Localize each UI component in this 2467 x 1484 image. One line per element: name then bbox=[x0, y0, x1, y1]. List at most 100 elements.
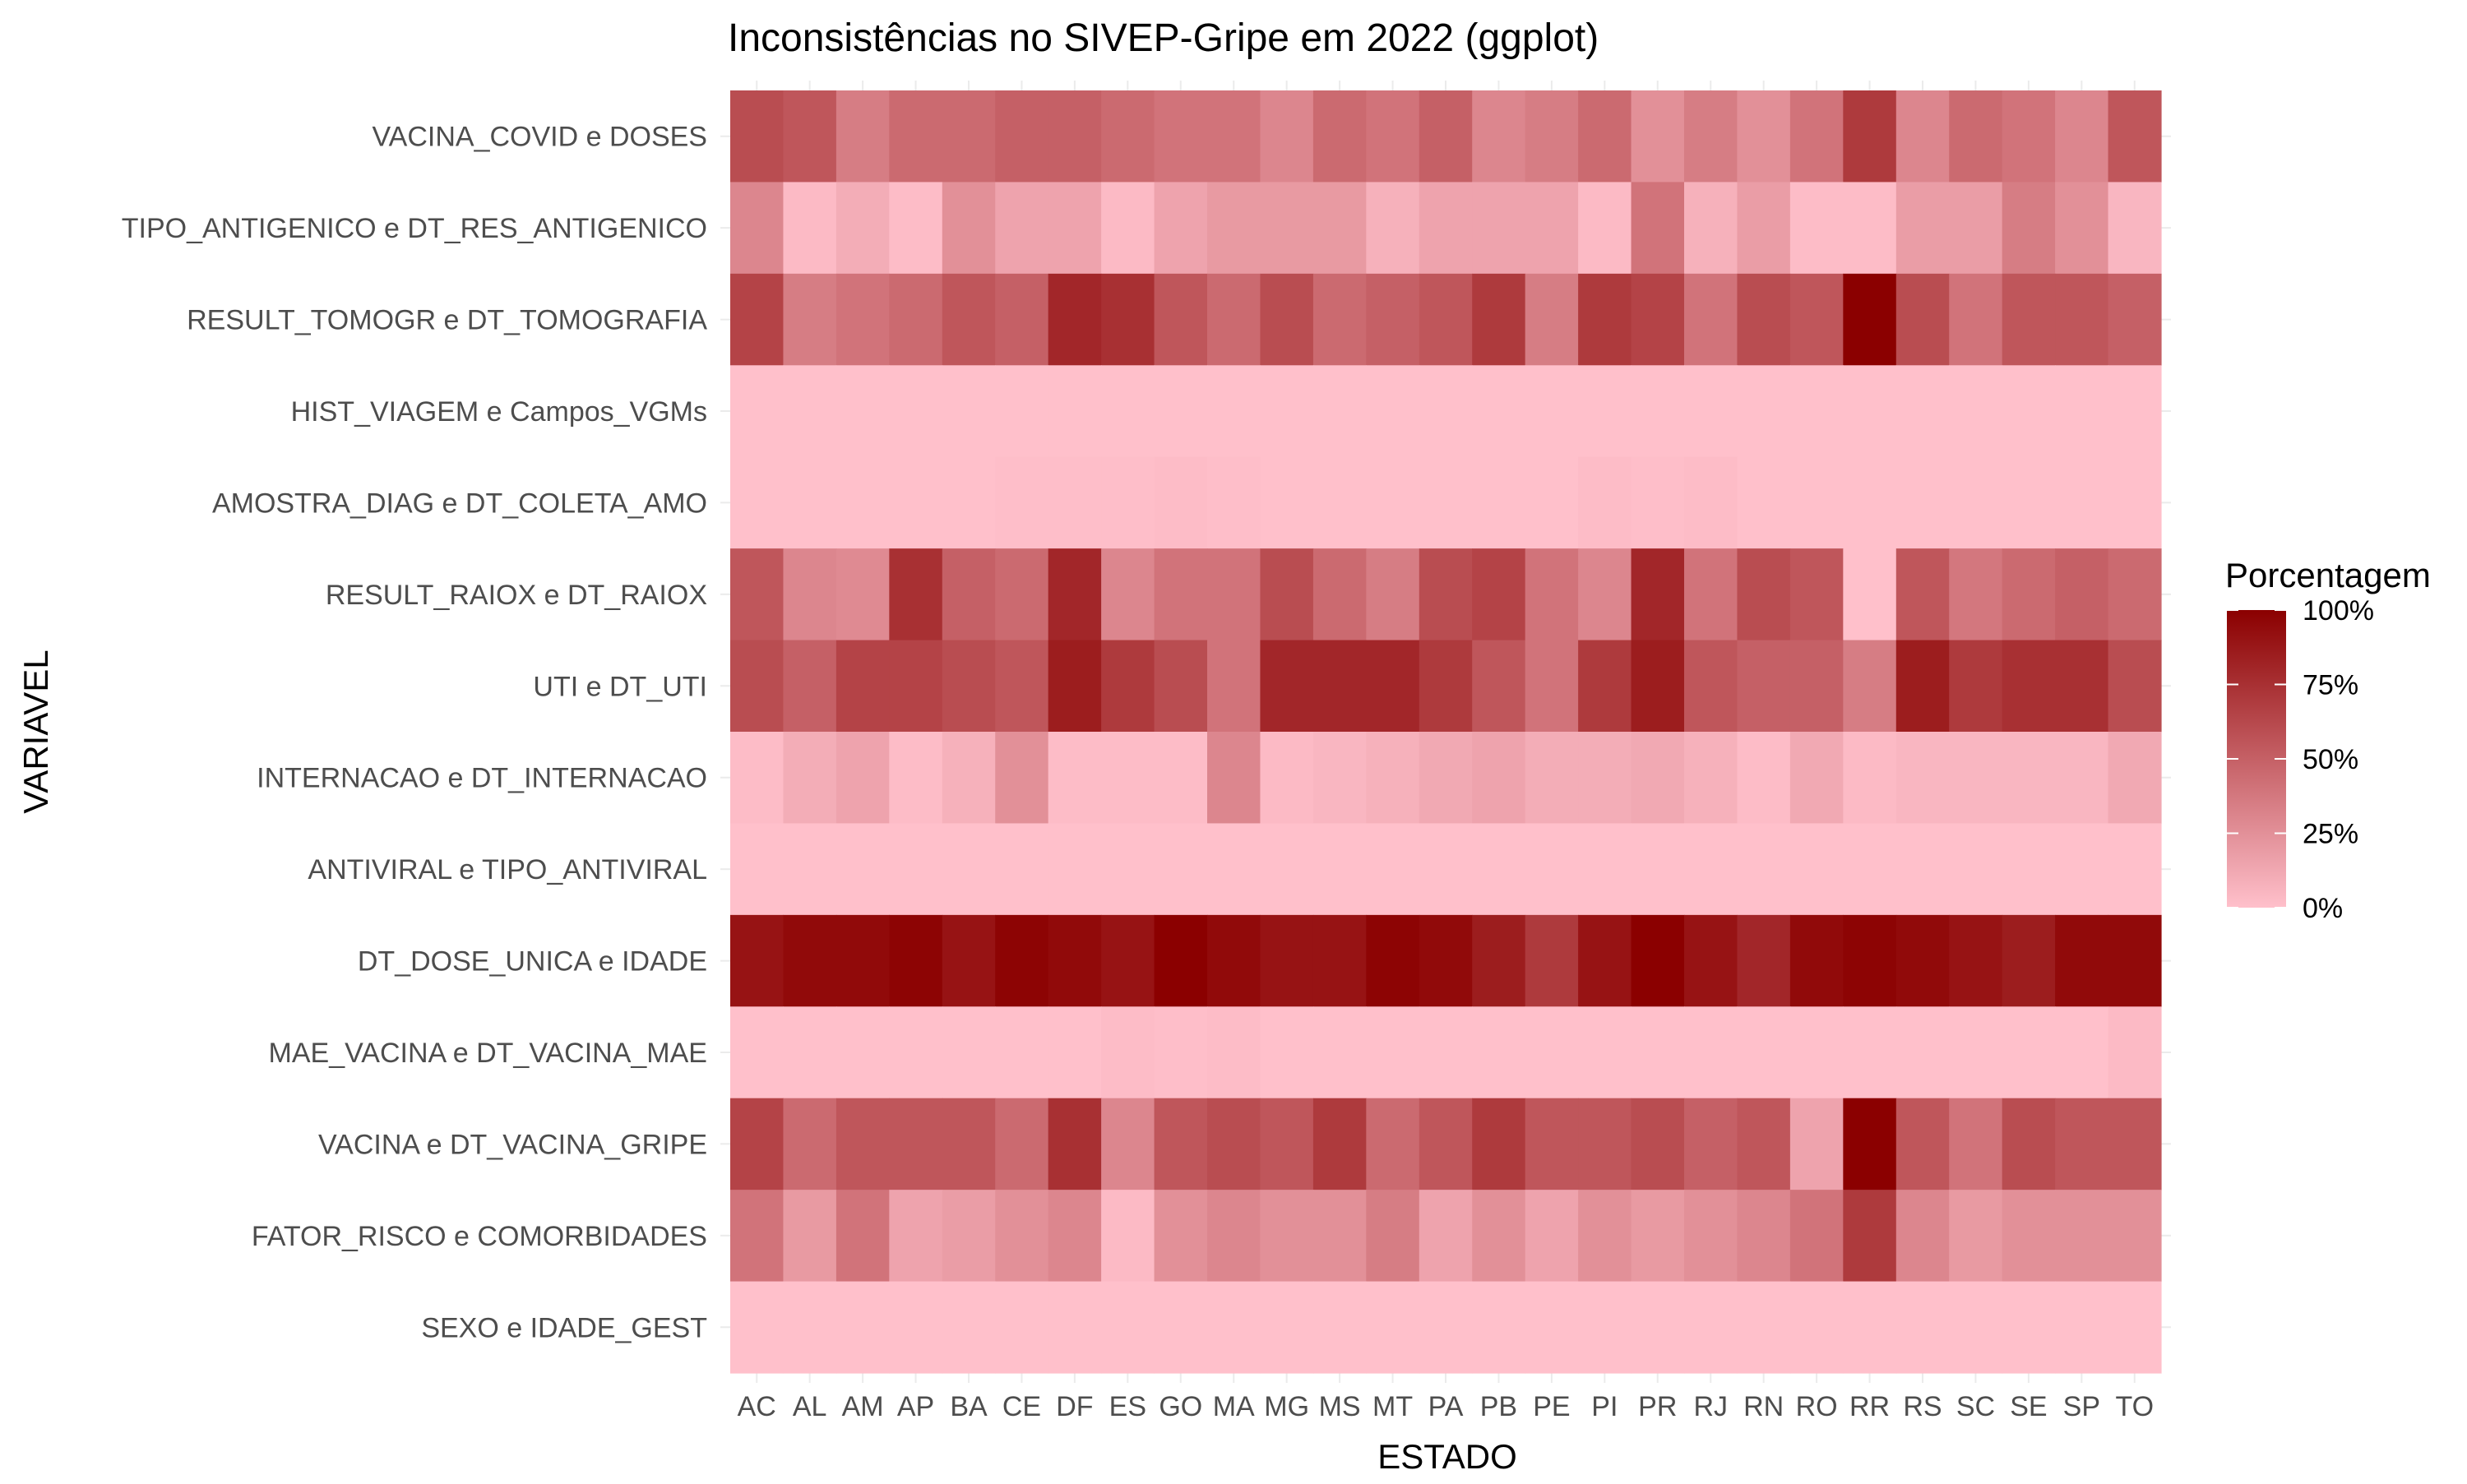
heatmap-cell bbox=[1895, 1281, 1950, 1374]
heatmap-cell bbox=[1525, 914, 1579, 1007]
heatmap-cell bbox=[1843, 732, 1897, 825]
heatmap-cell bbox=[783, 1006, 837, 1099]
heatmap-cell bbox=[1472, 365, 1526, 458]
legend-label: 25% bbox=[2303, 819, 2358, 850]
heatmap-cell bbox=[995, 1281, 1049, 1374]
heatmap-cell bbox=[942, 640, 996, 733]
heatmap-cell bbox=[1154, 548, 1208, 641]
heatmap-cell bbox=[783, 1281, 837, 1374]
heatmap-cell bbox=[2002, 548, 2056, 641]
heatmap-cell bbox=[2055, 90, 2109, 183]
heatmap-cell bbox=[783, 365, 837, 458]
heatmap-cell bbox=[1207, 90, 1261, 183]
heatmap-cell bbox=[1472, 640, 1526, 733]
y-tick-label: TIPO_ANTIGENICO e DT_RES_ANTIGENICO bbox=[122, 213, 707, 244]
heatmap-cell bbox=[1472, 823, 1526, 916]
heatmap-cell bbox=[1631, 823, 1685, 916]
x-tick-label: CE bbox=[1002, 1391, 1041, 1422]
heatmap-cell bbox=[1631, 182, 1685, 275]
heatmap-cell bbox=[995, 90, 1049, 183]
heatmap-cell bbox=[1419, 456, 1473, 549]
heatmap-cell bbox=[1631, 548, 1685, 641]
heatmap-cell bbox=[1260, 456, 1314, 549]
x-tick-label: AL bbox=[793, 1391, 827, 1422]
heatmap-cell bbox=[2108, 823, 2162, 916]
heatmap-cell bbox=[1789, 1098, 1844, 1190]
heatmap-cell bbox=[2055, 914, 2109, 1007]
heatmap-cell bbox=[1207, 640, 1261, 733]
heatmap-cell bbox=[1101, 732, 1155, 825]
heatmap-cell bbox=[783, 914, 837, 1007]
heatmap-cell bbox=[1260, 90, 1314, 183]
x-tick-label: ES bbox=[1109, 1391, 1146, 1422]
heatmap-cell bbox=[1578, 732, 1632, 825]
heatmap-cell bbox=[1048, 456, 1102, 549]
heatmap-cell bbox=[1789, 456, 1844, 549]
heatmap-cell bbox=[1419, 273, 1473, 366]
heatmap-cell bbox=[1154, 640, 1208, 733]
heatmap-cell bbox=[730, 732, 785, 825]
heatmap-cell bbox=[2002, 914, 2056, 1007]
heatmap-cell bbox=[1366, 1006, 1420, 1099]
heatmap-cell bbox=[1578, 365, 1632, 458]
heatmap-cell bbox=[1366, 732, 1420, 825]
heatmap-cell bbox=[995, 732, 1049, 825]
legend-ticks: 0% 25% 50% 75% 100% bbox=[2227, 595, 2374, 924]
heatmap-cell bbox=[1472, 1281, 1526, 1374]
heatmap-cell bbox=[1789, 548, 1844, 641]
heatmap-cell bbox=[1207, 273, 1261, 366]
heatmap-cell bbox=[1684, 1190, 1738, 1283]
heatmap-cell bbox=[1312, 1190, 1367, 1283]
heatmap-cell bbox=[1737, 1098, 1791, 1190]
heatmap-cell bbox=[730, 90, 785, 183]
heatmap-cell bbox=[1843, 365, 1897, 458]
heatmap-cell bbox=[942, 732, 996, 825]
heatmap-cell bbox=[1260, 640, 1314, 733]
heatmap-cell bbox=[1101, 823, 1155, 916]
heatmap-cell bbox=[2002, 1281, 2056, 1374]
heatmap-cell bbox=[1789, 182, 1844, 275]
x-tick-label: SE bbox=[2010, 1391, 2047, 1422]
heatmap-cell bbox=[1207, 823, 1261, 916]
heatmap-cell bbox=[1312, 273, 1367, 366]
heatmap-cell bbox=[1737, 273, 1791, 366]
heatmap-cell bbox=[1312, 456, 1367, 549]
heatmap-cell bbox=[835, 732, 890, 825]
heatmap-cell bbox=[1366, 548, 1420, 641]
heatmap-cell bbox=[942, 823, 996, 916]
heatmap-cell bbox=[1578, 90, 1632, 183]
heatmap-cell bbox=[942, 1190, 996, 1283]
heatmap-cell bbox=[783, 823, 837, 916]
x-tick-label: BA bbox=[950, 1391, 988, 1422]
heatmap-cell bbox=[1312, 548, 1367, 641]
heatmap-cell bbox=[889, 1190, 943, 1283]
heatmap-cell bbox=[1578, 640, 1632, 733]
y-axis-title: VARIAVEL bbox=[16, 650, 55, 813]
heatmap-cell bbox=[1419, 1098, 1473, 1190]
heatmap-cell bbox=[1525, 1281, 1579, 1374]
y-tick-label: RESULT_RAIOX e DT_RAIOX bbox=[326, 580, 707, 611]
heatmap-cell bbox=[942, 182, 996, 275]
heatmap-cell bbox=[1419, 914, 1473, 1007]
heatmap-cell bbox=[1895, 1190, 1950, 1283]
heatmap-cell bbox=[2108, 1098, 2162, 1190]
heatmap-cell bbox=[1949, 90, 2003, 183]
y-tick-label: SEXO e IDADE_GEST bbox=[421, 1312, 707, 1343]
heatmap-cell bbox=[1472, 182, 1526, 275]
heatmap-cell bbox=[1631, 914, 1685, 1007]
heatmap-cell bbox=[1154, 914, 1208, 1007]
heatmap-cell bbox=[1843, 640, 1897, 733]
heatmap-cell bbox=[995, 273, 1049, 366]
heatmap-cell bbox=[1101, 90, 1155, 183]
heatmap-cell bbox=[995, 914, 1049, 1007]
heatmap-cell bbox=[2108, 1006, 2162, 1099]
heatmap-cell bbox=[1631, 365, 1685, 458]
heatmap-cell bbox=[1895, 365, 1950, 458]
heatmap-cell bbox=[1260, 365, 1314, 458]
heatmap-cell bbox=[2002, 456, 2056, 549]
heatmap-cell bbox=[1472, 1098, 1526, 1190]
heatmap-cell bbox=[2055, 182, 2109, 275]
heatmap-cell bbox=[942, 273, 996, 366]
heatmap-cell bbox=[1949, 1098, 2003, 1190]
heatmap-cell bbox=[1578, 1281, 1632, 1374]
